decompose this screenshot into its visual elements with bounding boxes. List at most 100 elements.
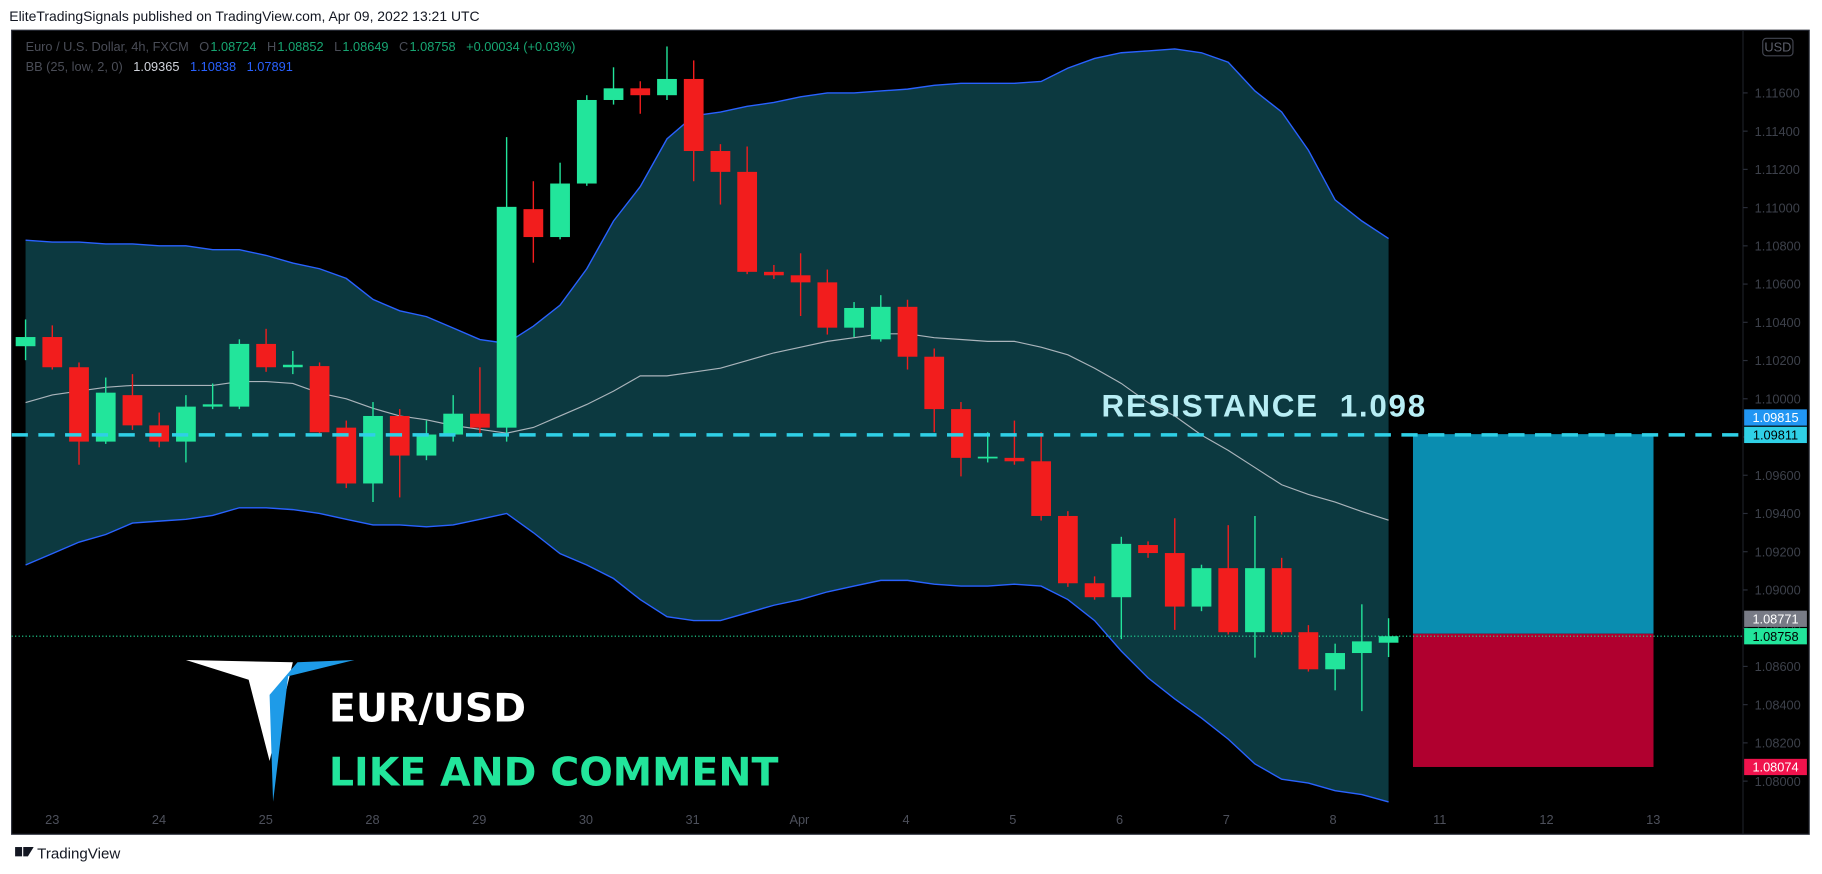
price-marker	[1744, 610, 1807, 627]
candle-body	[817, 282, 838, 328]
band-upper	[25, 48, 1389, 345]
position-loss	[1412, 633, 1654, 767]
candle-body	[1031, 461, 1052, 516]
candle-body	[550, 183, 570, 238]
header-text: EliteTradingSignals published on Trading…	[9, 8, 479, 24]
bb-value: 1.10838	[190, 59, 236, 74]
price-marker-label: 1.08074	[1752, 760, 1798, 775]
x-tick-label: 6	[1116, 812, 1123, 827]
candle-body	[363, 415, 383, 484]
x-tick-label: 24	[152, 812, 166, 827]
candle-body	[710, 151, 731, 172]
x-tick-label: 30	[579, 812, 593, 827]
legend-key: C	[399, 39, 408, 54]
candle-body	[309, 366, 330, 433]
y-tick-label: 1.10000	[1755, 391, 1801, 406]
overlay-subtitle: LIKE AND COMMENT	[329, 749, 779, 795]
y-tick-label: 1.09200	[1755, 544, 1801, 559]
x-tick-label: 25	[259, 812, 273, 827]
price-marker-label: 1.09815	[1752, 410, 1798, 425]
candle-body	[1164, 553, 1185, 607]
candle-body	[256, 343, 276, 368]
logo	[185, 659, 355, 802]
x-tick-label: 7	[1223, 812, 1230, 827]
candle-body	[282, 364, 303, 368]
candle-body	[15, 337, 36, 347]
logo-white	[185, 659, 293, 762]
footer-logo-bar	[15, 847, 23, 857]
candle-body	[122, 395, 143, 426]
bb-value: 1.07891	[247, 59, 293, 74]
plot: 1.080001.082001.084001.086001.088001.090…	[11, 46, 1807, 827]
candle-body	[443, 413, 464, 435]
candle-body	[1298, 632, 1319, 670]
candle-body	[576, 99, 597, 184]
resistance-label: RESISTANCE 1.098	[1102, 388, 1427, 423]
bb-value: 1.09365	[133, 59, 179, 74]
candle-body	[1351, 641, 1372, 654]
candle-body	[897, 306, 918, 357]
bb-name: BB (25, low, 2, 0)	[26, 59, 123, 74]
candle-body	[924, 356, 945, 410]
candle-body	[416, 434, 437, 456]
footer-logo-shape	[23, 847, 34, 857]
candle-body	[523, 209, 544, 238]
candle-body	[1084, 583, 1105, 598]
bb-legend: BB (25, low, 2, 0) 1.09365 1.10838 1.078…	[26, 59, 293, 74]
candle-body	[737, 171, 758, 272]
candle-body	[1191, 568, 1212, 607]
y-tick-label: 1.08000	[1755, 774, 1801, 789]
y-tick-label: 1.11200	[1755, 162, 1800, 177]
position-profit	[1412, 434, 1654, 634]
candle-body	[470, 413, 490, 428]
price-marker	[1744, 758, 1807, 776]
y-tick-label: 1.09000	[1755, 583, 1801, 598]
y-tick-label: 1.09600	[1755, 468, 1801, 483]
footer-text: TradingView	[37, 846, 120, 863]
price-marker-label: 1.09811	[1753, 428, 1798, 443]
x-tick-label: 11	[1433, 812, 1446, 827]
candle-body	[1138, 545, 1158, 554]
candle-body	[844, 307, 864, 328]
x-tick-label: 4	[903, 812, 910, 827]
candle-body	[657, 78, 677, 96]
legend-key: O	[199, 39, 209, 54]
legend-change: +0.00034 (+0.03%)	[466, 39, 575, 54]
x-tick-label: Apr	[789, 812, 810, 827]
y-tick-label: 1.08400	[1755, 697, 1801, 712]
legend-value: 1.08758	[409, 39, 455, 54]
candle-body	[69, 367, 89, 442]
legend-value: 1.08649	[342, 39, 388, 54]
overlay-title: EUR/USD	[329, 686, 526, 732]
candle-body	[202, 404, 223, 407]
candle-body	[870, 306, 891, 340]
candle-body	[229, 343, 250, 407]
band-lower	[25, 507, 1389, 803]
band-middle	[25, 333, 1389, 521]
x-tick-label: 31	[686, 812, 700, 827]
price-marker	[1744, 628, 1807, 645]
band-fill	[25, 48, 1389, 802]
candle-body	[95, 392, 116, 442]
footer-logo	[15, 847, 34, 857]
y-tick-label: 1.10200	[1755, 353, 1801, 368]
x-tick-label: 23	[45, 812, 59, 827]
y-tick-label: 1.08200	[1755, 736, 1801, 751]
candle-body	[1111, 543, 1132, 598]
candle-body	[1245, 568, 1265, 633]
legend: Euro / U.S. Dollar, 4h, FXCM O1.08724 H1…	[26, 39, 576, 54]
y-tick-label: 1.09400	[1755, 506, 1801, 521]
currency-button[interactable]	[1762, 37, 1794, 57]
candle-body	[1004, 457, 1025, 462]
candle-body	[683, 78, 704, 152]
y-tick-label: 1.10600	[1755, 277, 1801, 292]
candle-body	[496, 206, 517, 428]
y-tick-label: 1.10400	[1755, 315, 1801, 330]
legend-value: 1.08724	[210, 39, 256, 54]
candle-body	[764, 271, 784, 276]
currency-label[interactable]: USD	[1764, 40, 1791, 55]
candle-body	[1325, 653, 1346, 670]
candle-body	[176, 406, 196, 442]
